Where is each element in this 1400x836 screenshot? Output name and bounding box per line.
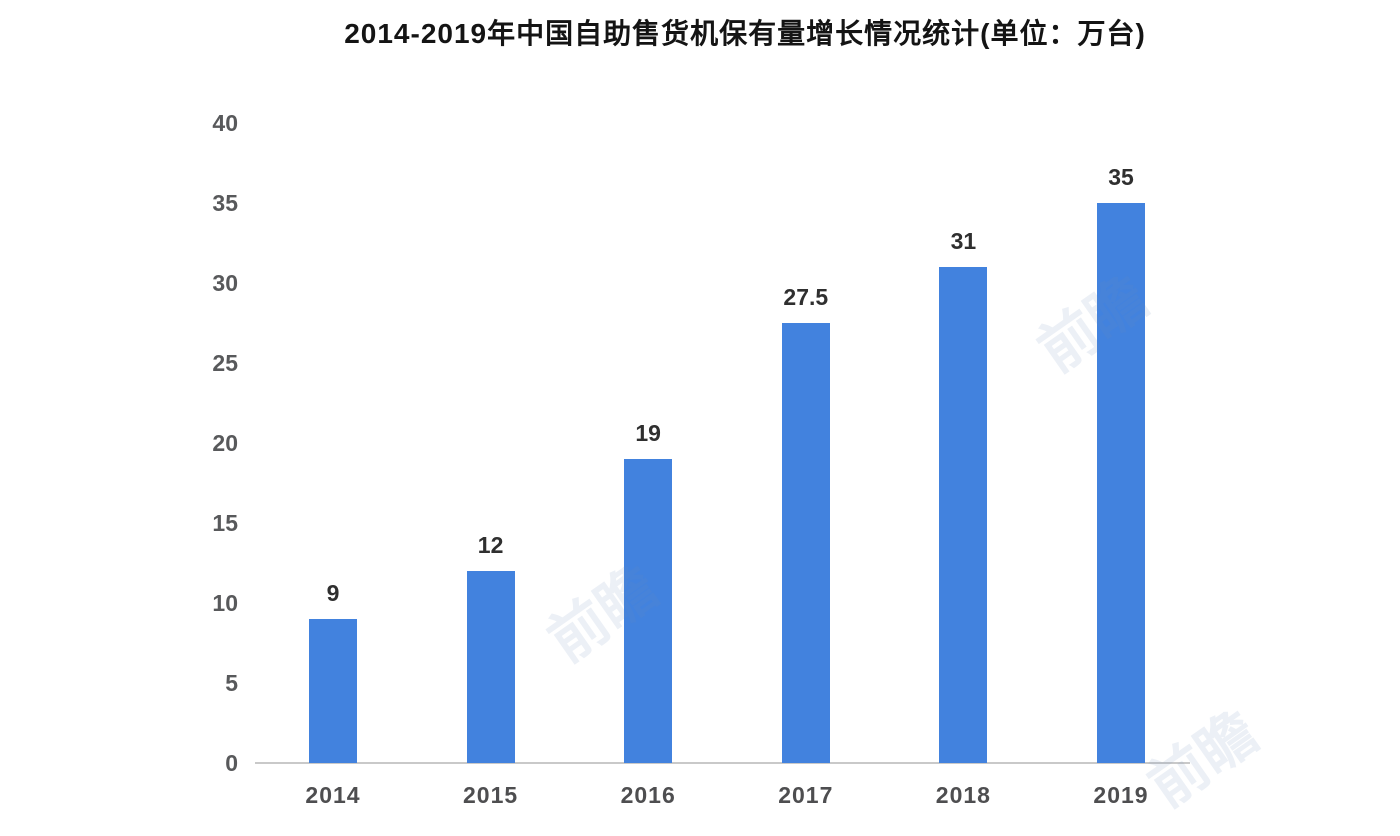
y-axis-tick-label: 30: [212, 270, 238, 296]
y-axis-tick-label: 25: [212, 350, 238, 376]
bar-2016: [624, 459, 673, 763]
bar-2014: [309, 619, 357, 763]
y-axis-tick-label: 15: [212, 510, 238, 536]
y-axis-tick-label: 5: [225, 670, 238, 696]
bar-value-label: 12: [477, 532, 504, 558]
x-axis-tick-label: 2016: [620, 782, 676, 808]
y-axis-tick-label: 40: [212, 110, 238, 136]
x-axis-tick-label: 2019: [1093, 782, 1149, 808]
x-axis-tick-label: 2017: [778, 782, 834, 808]
y-axis-tick-label: 35: [212, 190, 238, 216]
x-axis-line: [255, 762, 1190, 764]
x-axis-tick-label: 2015: [463, 782, 519, 808]
bar-2015: [466, 571, 515, 763]
bar-value-label: 9: [326, 580, 340, 606]
y-axis-tick-label: 0: [225, 750, 238, 776]
x-axis-tick-label: 2018: [935, 782, 991, 808]
chart-title: 2014-2019年中国自助售货机保有量增长情况统计(单位：万台): [344, 18, 1146, 49]
bar-value-label: 19: [635, 420, 661, 446]
x-axis-tick-label: 2014: [305, 782, 361, 808]
bar-value-label: 35: [1108, 164, 1134, 190]
bar-value-label: 31: [950, 228, 977, 254]
bar-2018: [939, 267, 988, 763]
bar-2017: [781, 323, 830, 763]
bar-value-label: 27.5: [783, 284, 829, 310]
y-axis-tick-label: 10: [212, 590, 238, 616]
bar-2019: [1097, 203, 1145, 763]
y-axis-tick-label: 20: [212, 430, 238, 456]
